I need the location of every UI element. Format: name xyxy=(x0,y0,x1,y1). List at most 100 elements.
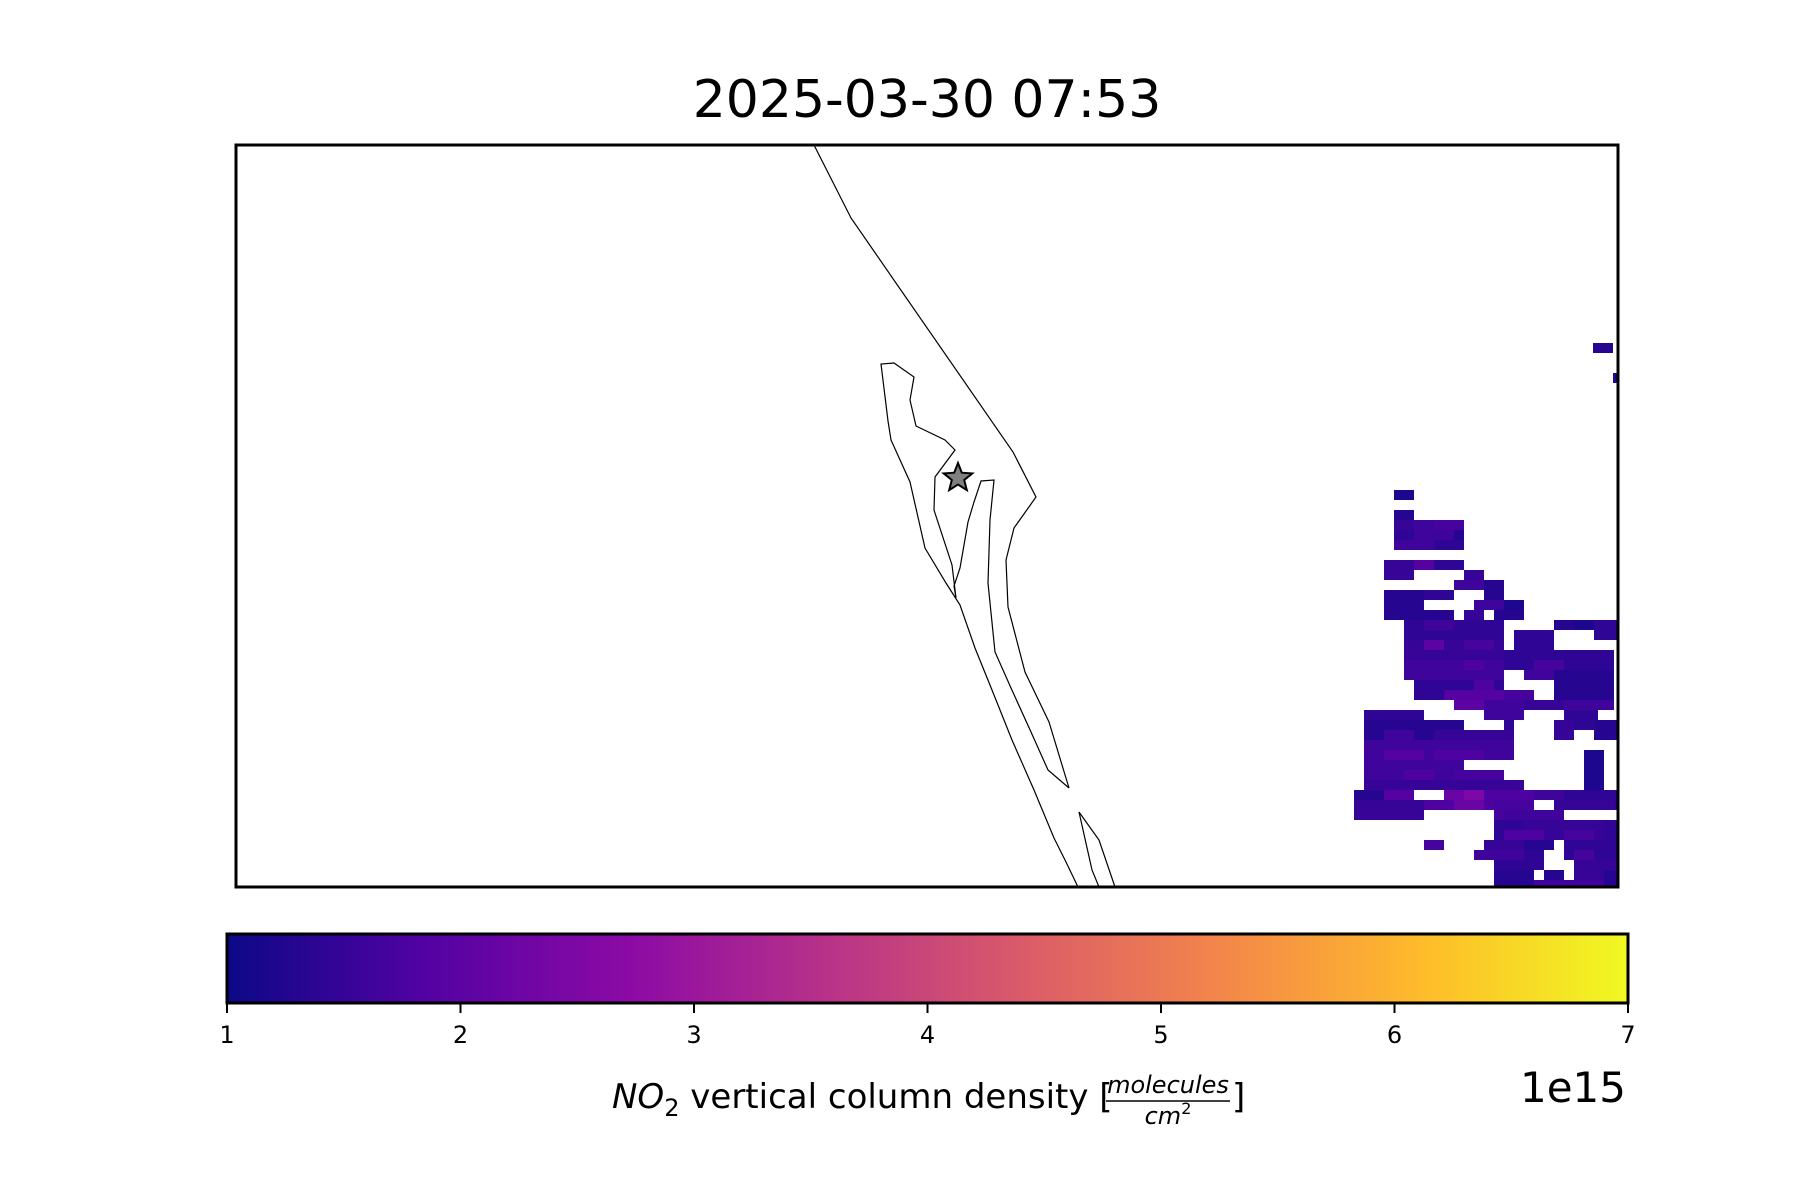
no2-pixel xyxy=(1564,830,1594,840)
no2-pixel xyxy=(1454,800,1484,810)
no2-pixel xyxy=(1544,870,1564,880)
no2-pixel xyxy=(1384,730,1414,740)
no2-pixel xyxy=(1604,820,1618,840)
no2-pixel xyxy=(1474,600,1504,610)
no2-pixel xyxy=(1494,870,1534,887)
svg-text:cm2: cm2 xyxy=(1145,1099,1192,1130)
site-star-marker xyxy=(941,460,975,493)
no2-pixel xyxy=(1384,750,1424,760)
no2-pixel xyxy=(1504,830,1544,840)
coastline-peninsula xyxy=(1078,811,1116,887)
no2-pixel xyxy=(1394,490,1414,500)
no2-pixel xyxy=(1464,610,1484,620)
no2-pixel xyxy=(1434,540,1464,550)
no2-pixel xyxy=(1384,790,1414,800)
colorbar-ticks: 1 2 3 4 5 6 7 xyxy=(219,1003,1636,1049)
no2-pixel xyxy=(1554,720,1574,740)
no2-pixel xyxy=(1424,640,1444,650)
coastline-east-shore xyxy=(813,145,1070,789)
no2-pixel xyxy=(1504,690,1534,700)
no2-pixel xyxy=(1604,870,1618,887)
colorbar-tick-label: 6 xyxy=(1387,1021,1402,1049)
no2-pixel xyxy=(1484,580,1504,600)
no2-pixel xyxy=(1494,860,1544,870)
colorbar-tick-label: 4 xyxy=(920,1021,935,1049)
no2-pixel xyxy=(1414,520,1434,530)
no2-pixel xyxy=(1454,700,1494,710)
no2-pixel xyxy=(1464,640,1494,650)
no2-pixel xyxy=(1474,680,1494,690)
no2-pixel xyxy=(1464,790,1484,800)
colorbar-label: NO2 vertical column density [ molecules … xyxy=(612,1071,1245,1130)
no2-pixel xyxy=(1474,850,1524,860)
no2-pixel xyxy=(1434,750,1484,760)
no2-pixel xyxy=(1454,530,1464,540)
coastline-peninsula-inner xyxy=(1078,811,1100,887)
no2-pixel xyxy=(1574,850,1594,860)
no2-pixel xyxy=(1524,670,1554,680)
no2-pixel xyxy=(1414,560,1434,570)
no2-pixel xyxy=(1404,770,1434,780)
no2-pixel xyxy=(1434,730,1514,740)
colorbar-tick-label: 5 xyxy=(1153,1021,1168,1049)
colorbar-fill xyxy=(227,934,1628,1003)
no2-pixel xyxy=(1384,610,1454,620)
colorbar-tick-label: 1 xyxy=(219,1021,234,1049)
no2-pixel xyxy=(1504,810,1564,820)
no2-pixel xyxy=(1554,670,1614,700)
no2-pixel xyxy=(1364,780,1524,790)
label-close-bracket: ] xyxy=(1232,1077,1245,1117)
no2-pixel xyxy=(1434,520,1464,530)
no2-pixel-layer xyxy=(1354,343,1618,887)
no2-pixel xyxy=(1534,880,1604,887)
no2-pixel xyxy=(1514,630,1554,650)
no2-pixel xyxy=(1424,620,1454,630)
no2-pixel xyxy=(1534,660,1564,670)
no2-pixel xyxy=(1394,540,1434,550)
no2-pixel xyxy=(1394,530,1414,540)
map-panel xyxy=(234,143,1620,889)
no2-pixel xyxy=(1394,520,1414,530)
no2-pixel xyxy=(1613,373,1618,383)
no2-pixel xyxy=(1594,720,1618,740)
no2-pixel xyxy=(1484,840,1524,850)
svg-text:NO2 vertical column density [: NO2 vertical column density [ xyxy=(612,1077,1113,1122)
no2-pixel xyxy=(1574,620,1604,630)
no2-pixel xyxy=(1434,560,1464,570)
label-subscript: 2 xyxy=(664,1094,679,1122)
no2-pixel xyxy=(1384,590,1424,610)
no2-pixel xyxy=(1414,530,1454,540)
map-title: 2025-03-30 07:53 xyxy=(693,70,1162,130)
colorbar-tick-label: 2 xyxy=(453,1021,468,1049)
no2-pixel xyxy=(1454,580,1484,590)
label-text: vertical column density [ xyxy=(679,1077,1112,1117)
no2-pixel xyxy=(1554,800,1614,810)
no2-pixel xyxy=(1564,700,1614,710)
unit-numerator: molecules xyxy=(1107,1071,1229,1099)
coastline-west-shore xyxy=(953,479,1070,789)
no2-pixel xyxy=(1444,690,1504,700)
no2-pixel xyxy=(1554,620,1574,630)
no2-pixel xyxy=(1454,770,1504,780)
colorbar-offset-text: 1e15 xyxy=(1520,1063,1626,1112)
coastline-island xyxy=(880,362,1079,887)
no2-pixel xyxy=(1424,590,1454,600)
no2-pixel xyxy=(1354,800,1424,820)
no2-pixel xyxy=(1593,343,1613,353)
no2-pixel xyxy=(1484,700,1524,720)
no2-pixel xyxy=(1514,700,1564,710)
no2-pixel xyxy=(1584,750,1604,790)
no2-pixel xyxy=(1464,660,1484,670)
no2-pixel xyxy=(1404,660,1504,680)
no2-pixel xyxy=(1594,620,1618,640)
no2-pixel xyxy=(1394,510,1414,520)
no2-pixel xyxy=(1524,850,1544,860)
no2-pixel xyxy=(1524,840,1554,850)
no2-pixel xyxy=(1534,790,1564,800)
map-frame xyxy=(234,143,1620,889)
label-species: NO xyxy=(612,1077,664,1117)
colorbar-tick-label: 7 xyxy=(1620,1021,1635,1049)
unit-denominator: cm xyxy=(1145,1102,1182,1130)
